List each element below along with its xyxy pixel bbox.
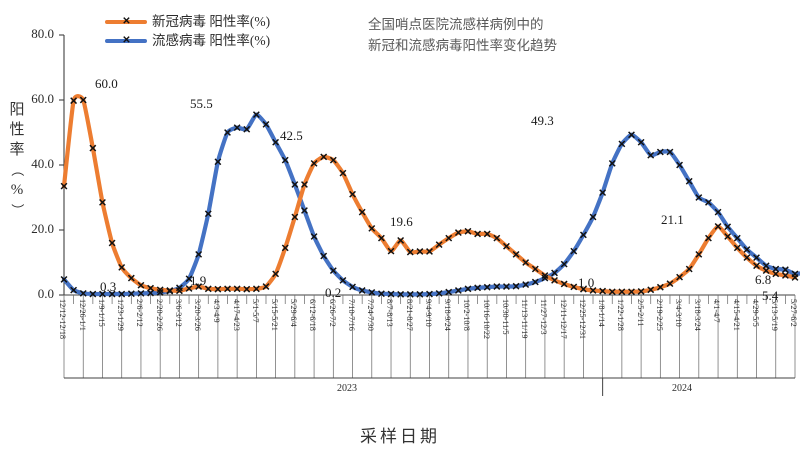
data-label: 55.5 (190, 96, 213, 111)
y-axis-title: 阳性率（%） (4, 100, 30, 220)
year-label-2024: 2024 (672, 383, 692, 394)
data-label: 1.0 (578, 275, 595, 290)
series-covid (61, 94, 798, 294)
x-tick-label: 10/30-11/5 (500, 299, 510, 335)
data-label: 1.9 (190, 273, 207, 288)
x-tick-label: 12/25-12/31 (577, 299, 587, 340)
x-tick-label: 7/10-7/16 (346, 299, 356, 331)
x-tick-label: 8/7-8/13 (385, 299, 395, 327)
y-axis-title-char: 率 (9, 142, 25, 158)
x-tick-label: 12/26-1/1 (77, 299, 87, 331)
data-label: 42.5 (280, 128, 303, 143)
markers-influenza (60, 111, 799, 298)
x-tick-label: 3/4-3/10 (673, 299, 683, 327)
y-axis-title-char: 阳 (9, 102, 25, 118)
x-tick-label: 7/24-7/30 (366, 299, 376, 331)
legend-swatch-influenza: ✕ (105, 34, 147, 48)
x-tick-label: 9/4-9/10 (423, 299, 433, 327)
x-tick-label: 5/27-6/2 (789, 299, 799, 327)
x-tick-label: 4/15-4/21 (731, 299, 741, 331)
x-tick-label: 1/8-1/14 (597, 299, 607, 327)
x-tick-label: 12/12-12/18 (58, 299, 68, 340)
year-label-2023: 2023 (337, 383, 357, 394)
x-tick-label: 4/29-5/5 (750, 299, 760, 327)
data-label: 60.0 (95, 76, 118, 91)
x-tick-label: 4/17-4/23 (231, 299, 241, 331)
x-tick-label: 3/20-3/26 (193, 299, 203, 331)
x-tick-label: 2/20-2/26 (154, 299, 164, 331)
x-tick-label: 4/1-4/7 (712, 299, 722, 323)
legend-marker-influenza: ✕ (122, 34, 131, 46)
markers-covid (60, 96, 799, 296)
x-tick-label: 10/2-10/8 (462, 299, 472, 331)
legend-swatch-covid: ✕ (105, 15, 147, 29)
y-axis-title-char: % (10, 182, 24, 198)
x-tick-label: 6/26-7/2 (327, 299, 337, 327)
chart-title: 全国哨点医院流感样病例中的 新冠和流感病毒阳性率变化趋势 (368, 17, 557, 53)
x-tick-label: 5/1-5/7 (250, 299, 260, 323)
x-tick-label: 3/18-3/24 (693, 299, 703, 331)
y-tick-label: 0.0 (37, 286, 54, 301)
x-tick-label: 3/6-3/12 (173, 299, 183, 327)
x-tick-label: 10/16-10/22 (481, 299, 491, 340)
x-tick-label: 12/11-12/17 (558, 299, 568, 339)
y-tick-label: 40.0 (31, 156, 54, 171)
x-tick-label: 1/22-1/28 (616, 299, 626, 331)
data-label: 19.6 (390, 214, 413, 229)
x-tick-label: 2/5-2/11 (635, 299, 645, 327)
x-axis-title: 采样日期 (360, 427, 440, 446)
x-tick-label: 8/21-8/27 (404, 299, 414, 331)
x-tick-label: 4/3-4/9 (212, 299, 222, 323)
y-tick-label: 60.0 (31, 91, 54, 106)
data-label: 49.3 (531, 113, 554, 128)
x-tick-label: 11/27-12/3 (539, 299, 549, 335)
x-tick-label: 1/23-1/29 (116, 299, 126, 331)
legend-item-covid[interactable]: ✕ 新冠病毒 阳性率(%) (105, 12, 270, 31)
chart-legend: ✕ 新冠病毒 阳性率(%) ✕ 流感病毒 阳性率(%) (105, 12, 270, 50)
data-label: 6.8 (755, 272, 772, 287)
y-tick-label: 80.0 (31, 26, 54, 41)
data-label: 0.2 (325, 285, 342, 300)
y-axis-title-char: 性 (9, 122, 25, 138)
y-tick-label: 20.0 (31, 221, 54, 236)
x-tick-label: 6/12-6/18 (308, 299, 318, 331)
x-tick-label: 2/6-2/12 (135, 299, 145, 327)
x-tick-label: 5/15-5/21 (270, 299, 279, 331)
legend-marker-covid: ✕ (122, 15, 131, 27)
data-label: 5.4 (762, 288, 779, 303)
legend-item-influenza[interactable]: ✕ 流感病毒 阳性率(%) (105, 31, 270, 50)
x-tick-label: 5/29-6/4 (289, 299, 299, 327)
x-tick-label: 9/18-9/24 (443, 299, 453, 331)
data-label: 0.3 (100, 279, 117, 294)
x-tick-label: 1/9-1/15 (96, 299, 106, 327)
legend-label-covid: 新冠病毒 阳性率(%) (152, 14, 271, 29)
data-label: 21.1 (661, 212, 684, 227)
x-tick-label: 11/13-11/19 (520, 299, 530, 339)
legend-label-influenza: 流感病毒 阳性率(%) (152, 33, 271, 48)
x-tick-label: 2/19-2/25 (654, 299, 664, 331)
